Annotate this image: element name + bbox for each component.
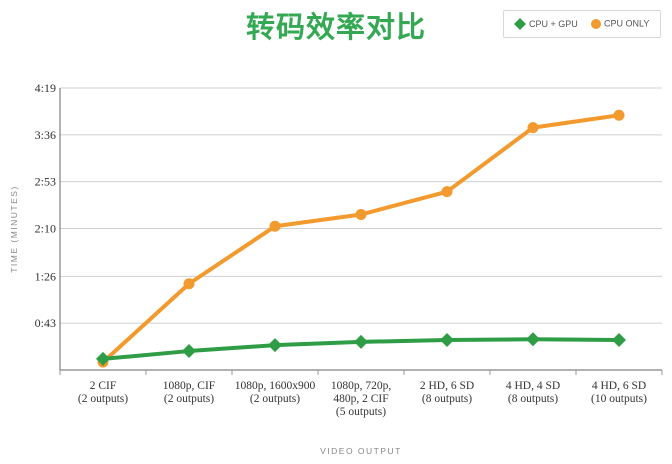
y-tick-label: 0:43 xyxy=(35,316,56,330)
y-tick-label: 1:26 xyxy=(35,269,56,283)
y-tick-label: 2:10 xyxy=(35,221,56,235)
legend-circle-icon xyxy=(591,18,601,29)
legend-label-cpu-gpu: CPU + GPU xyxy=(529,19,578,29)
legend: CPU + GPU CPU ONLY xyxy=(503,10,661,38)
x-tick-label: 1080p, CIF (2 outputs) xyxy=(163,380,215,405)
data-point-cpu-only xyxy=(183,278,195,290)
x-axis-label: VIDEO OUTPUT xyxy=(320,446,402,456)
legend-label-cpu-only: CPU ONLY xyxy=(604,18,650,29)
data-point-cpu-gpu xyxy=(612,332,626,347)
data-point-cpu-gpu xyxy=(354,334,368,349)
x-tick-label: 4 HD, 6 SD (10 outputs) xyxy=(591,380,647,405)
x-tick-label: 1080p, 1600x900 (2 outputs) xyxy=(235,380,316,405)
data-point-cpu-gpu xyxy=(182,344,196,359)
data-point-cpu-gpu xyxy=(440,332,454,347)
data-point-cpu-only xyxy=(269,220,281,232)
y-axis-label: TIME (MINUTES) xyxy=(9,185,19,273)
data-point-cpu-gpu xyxy=(526,332,540,347)
legend-item-cpu-gpu: CPU + GPU xyxy=(514,18,578,30)
data-point-cpu-only xyxy=(355,209,367,221)
legend-diamond-icon xyxy=(514,18,526,30)
data-point-cpu-only xyxy=(441,186,453,198)
x-tick-label: 4 HD, 4 SD (8 outputs) xyxy=(506,380,560,405)
series-line-1 xyxy=(101,113,621,365)
x-tick-label: 1080p, 720p, 480p, 2 CIF (5 outputs) xyxy=(331,380,392,418)
legend-item-cpu-only: CPU ONLY xyxy=(591,18,649,29)
data-point-cpu-only xyxy=(527,122,539,134)
data-point-cpu-only xyxy=(613,109,625,121)
data-point-cpu-gpu xyxy=(96,351,110,366)
x-tick-label: 2 CIF (2 outputs) xyxy=(78,380,128,405)
y-tick-label: 4:19 xyxy=(35,81,56,95)
y-tick-label: 2:53 xyxy=(35,175,56,189)
data-point-cpu-gpu xyxy=(268,338,282,353)
chart-title: 转码效率对比 xyxy=(245,10,426,44)
x-tick-label: 2 HD, 6 SD (8 outputs) xyxy=(420,380,474,405)
y-tick-label: 3:36 xyxy=(35,128,56,142)
